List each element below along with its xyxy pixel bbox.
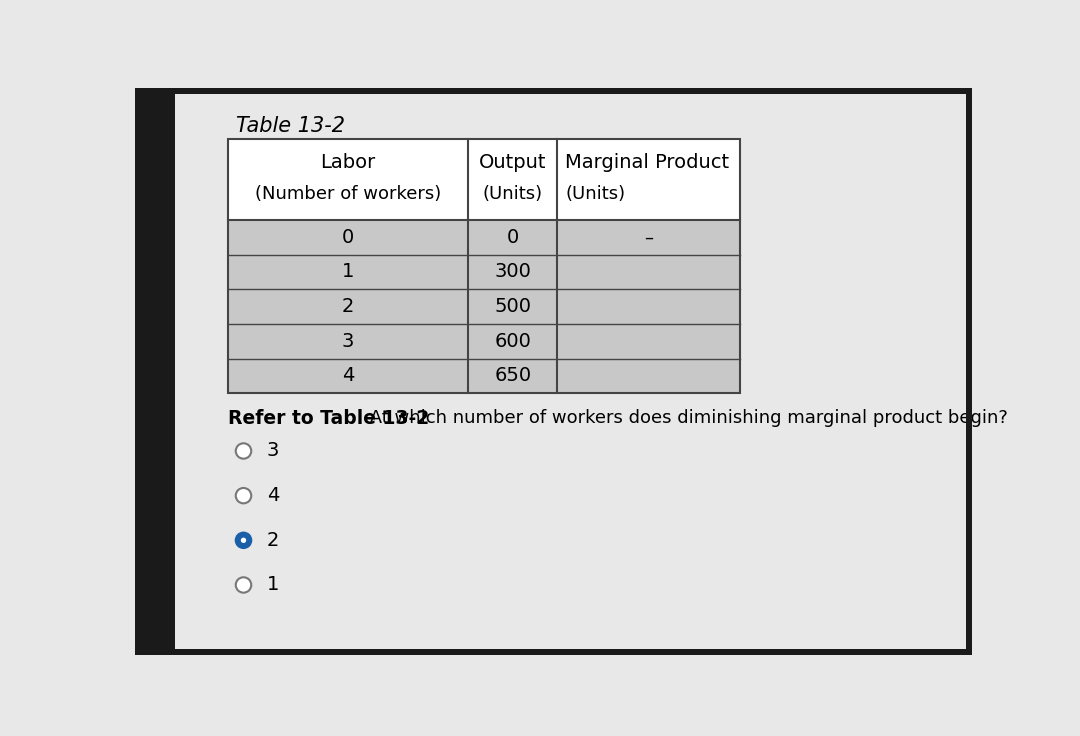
Circle shape xyxy=(235,533,252,548)
Bar xyxy=(135,649,972,655)
Text: Refer to Table 13-2: Refer to Table 13-2 xyxy=(228,408,429,428)
Bar xyxy=(966,88,972,655)
Text: 3: 3 xyxy=(342,332,354,351)
Text: Labor: Labor xyxy=(321,153,376,172)
Text: Table 13-2: Table 13-2 xyxy=(235,116,345,136)
Bar xyxy=(135,88,175,655)
Text: 1: 1 xyxy=(342,263,354,281)
Circle shape xyxy=(235,488,252,503)
Circle shape xyxy=(235,443,252,459)
Text: 650: 650 xyxy=(495,367,531,386)
Text: 500: 500 xyxy=(495,297,531,316)
Circle shape xyxy=(241,537,246,543)
Bar xyxy=(228,220,740,393)
Text: 2: 2 xyxy=(342,297,354,316)
Text: (Units): (Units) xyxy=(565,185,625,203)
Text: 4: 4 xyxy=(342,367,354,386)
Text: 3: 3 xyxy=(267,442,279,461)
Text: 2: 2 xyxy=(267,531,279,550)
Text: 0: 0 xyxy=(342,228,354,247)
Bar xyxy=(135,88,972,94)
Text: 4: 4 xyxy=(267,486,279,505)
Text: At which number of workers does diminishing marginal product begin?: At which number of workers does diminish… xyxy=(364,408,1008,427)
Bar xyxy=(228,139,740,393)
Text: (Number of workers): (Number of workers) xyxy=(255,185,442,203)
Circle shape xyxy=(235,577,252,592)
Text: 600: 600 xyxy=(495,332,531,351)
Bar xyxy=(228,139,740,220)
Text: 300: 300 xyxy=(495,263,531,281)
Text: Marginal Product: Marginal Product xyxy=(565,153,729,172)
Text: 1: 1 xyxy=(267,576,279,595)
Text: (Units): (Units) xyxy=(483,185,543,203)
Text: –: – xyxy=(644,228,653,247)
Text: Output: Output xyxy=(480,153,546,172)
Text: 0: 0 xyxy=(507,228,518,247)
